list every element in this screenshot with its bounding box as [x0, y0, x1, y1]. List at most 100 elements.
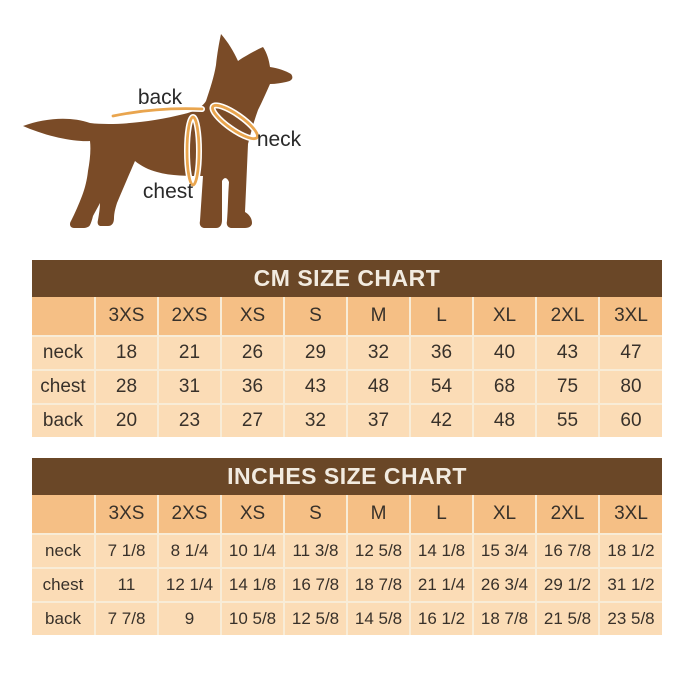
cm-size-header-row: 3XS 2XS XS S M L XL 2XL 3XL — [32, 297, 662, 337]
cm-cell-back-m: 37 — [346, 403, 411, 437]
cm-row-back: back 20 23 27 32 37 42 48 55 60 — [32, 403, 662, 437]
inches-cell-neck-2xs: 8 1/4 — [157, 533, 222, 569]
inches-cell-chest-m: 18 7/8 — [346, 567, 411, 603]
inches-size-header-xs: XS — [220, 495, 285, 535]
inches-cell-neck-2xl: 16 7/8 — [535, 533, 600, 569]
cm-size-header-s: S — [283, 297, 348, 337]
cm-cell-chest-xs: 36 — [220, 369, 285, 405]
inches-cell-chest-2xs: 12 1/4 — [157, 567, 222, 603]
neck-measure-label: neck — [256, 128, 302, 151]
cm-cell-chest-2xs: 31 — [157, 369, 222, 405]
inches-cell-neck-l: 14 1/8 — [409, 533, 474, 569]
inches-cell-neck-3xs: 7 1/8 — [94, 533, 159, 569]
inches-cell-back-l: 16 1/2 — [409, 601, 474, 635]
inches-row-chest: chest 11 12 1/4 14 1/8 16 7/8 18 7/8 21 1/4 26 … — [32, 567, 662, 603]
inches-cell-back-3xs: 7 7/8 — [94, 601, 159, 635]
cm-row-label-back: back — [32, 403, 96, 437]
back-measure-label: back — [137, 86, 183, 109]
cm-size-header-m: M — [346, 297, 411, 337]
inches-cell-neck-3xl: 18 1/2 — [598, 533, 662, 569]
cm-row-neck: neck 18 21 26 29 32 36 40 43 47 — [32, 335, 662, 371]
cm-cell-neck-xs: 26 — [220, 335, 285, 371]
cm-size-header-l: L — [409, 297, 474, 337]
cm-cell-chest-xl: 68 — [472, 369, 537, 405]
cm-size-header-3xs: 3XS — [94, 297, 159, 337]
dog-silhouette-icon — [23, 34, 293, 228]
cm-cell-neck-3xl: 47 — [598, 335, 662, 371]
inches-row-label-back: back — [32, 601, 96, 635]
inches-size-header-3xs: 3XS — [94, 495, 159, 535]
inches-size-header-2xl: 2XL — [535, 495, 600, 535]
cm-cell-neck-m: 32 — [346, 335, 411, 371]
cm-cell-back-2xs: 23 — [157, 403, 222, 437]
cm-cell-neck-2xl: 43 — [535, 335, 600, 371]
inches-cell-back-2xl: 21 5/8 — [535, 601, 600, 635]
dog-diagram-svg — [23, 34, 293, 228]
inches-cell-neck-m: 12 5/8 — [346, 533, 411, 569]
inches-row-label-neck: neck — [32, 533, 96, 569]
neck-measure-ellipse — [211, 103, 259, 141]
inches-row-label-chest: chest — [32, 567, 96, 603]
cm-cell-back-xs: 27 — [220, 403, 285, 437]
cm-chart-title: CM SIZE CHART — [253, 265, 441, 291]
cm-cell-neck-2xs: 21 — [157, 335, 222, 371]
inches-cell-back-xl: 18 7/8 — [472, 601, 537, 635]
inches-size-chart: INCHES SIZE CHART 3XS 2XS XS S M L XL 2XL 3XL nec… — [32, 458, 662, 635]
cm-size-header-xl: XL — [472, 297, 537, 337]
cm-cell-back-2xl: 55 — [535, 403, 600, 437]
cm-cell-back-xl: 48 — [472, 403, 537, 437]
cm-size-header-2xs: 2XS — [157, 297, 222, 337]
inches-cell-back-3xl: 23 5/8 — [598, 601, 662, 635]
cm-cell-chest-s: 43 — [283, 369, 348, 405]
cm-cell-chest-2xl: 75 — [535, 369, 600, 405]
inches-chart-title-bar: INCHES SIZE CHART — [32, 458, 662, 495]
cm-cell-back-3xl: 60 — [598, 403, 662, 437]
cm-cell-chest-l: 54 — [409, 369, 474, 405]
inches-size-table: 3XS 2XS XS S M L XL 2XL 3XL neck 7 1/8 8 1/4 10 1/4 1… — [32, 495, 662, 635]
inches-cell-chest-l: 21 1/4 — [409, 567, 474, 603]
inches-cell-neck-xl: 15 3/4 — [472, 533, 537, 569]
cm-size-header-xs: XS — [220, 297, 285, 337]
inches-cell-back-s: 12 5/8 — [283, 601, 348, 635]
cm-cell-chest-m: 48 — [346, 369, 411, 405]
inches-size-header-row: 3XS 2XS XS S M L XL 2XL 3XL — [32, 495, 662, 535]
cm-row-chest: chest 28 31 36 43 48 54 68 75 80 — [32, 369, 662, 405]
dog-measurement-diagram: back neck chest — [20, 10, 350, 255]
cm-size-chart: CM SIZE CHART 3XS 2XS XS S M L XL 2XL 3XL neck 18 2… — [32, 260, 662, 437]
inches-cell-chest-3xs: 11 — [94, 567, 159, 603]
inches-cell-neck-s: 11 3/8 — [283, 533, 348, 569]
inches-cell-chest-3xl: 31 1/2 — [598, 567, 662, 603]
inches-size-header-2xs: 2XS — [157, 495, 222, 535]
chest-measure-label: chest — [142, 180, 194, 203]
inches-cell-chest-s: 16 7/8 — [283, 567, 348, 603]
inches-chart-title: INCHES SIZE CHART — [227, 463, 467, 489]
cm-row-label-chest: chest — [32, 369, 96, 405]
inches-row-back: back 7 7/8 9 10 5/8 12 5/8 14 5/8 16 1/2 18 7/8… — [32, 601, 662, 635]
cm-cell-back-s: 32 — [283, 403, 348, 437]
cm-row-label-neck: neck — [32, 335, 96, 371]
inches-size-header-3xl: 3XL — [598, 495, 662, 535]
inches-cell-chest-xl: 26 3/4 — [472, 567, 537, 603]
chest-measure-ellipse — [185, 115, 201, 187]
cm-cell-neck-3xs: 18 — [94, 335, 159, 371]
cm-size-table: 3XS 2XS XS S M L XL 2XL 3XL neck 18 21 26 29 32 36 40 43 4… — [32, 297, 662, 437]
back-measure-line — [111, 107, 204, 118]
cm-cell-back-l: 42 — [409, 403, 474, 437]
inches-cell-back-2xs: 9 — [157, 601, 222, 635]
inches-size-header-s: S — [283, 495, 348, 535]
cm-cell-neck-s: 29 — [283, 335, 348, 371]
cm-cell-chest-3xl: 80 — [598, 369, 662, 405]
cm-cell-back-3xs: 20 — [94, 403, 159, 437]
inches-size-header-m: M — [346, 495, 411, 535]
cm-corner-cell — [32, 297, 96, 337]
cm-chart-title-bar: CM SIZE CHART — [32, 260, 662, 297]
inches-cell-chest-xs: 14 1/8 — [220, 567, 285, 603]
inches-cell-back-m: 14 5/8 — [346, 601, 411, 635]
inches-size-header-xl: XL — [472, 495, 537, 535]
cm-cell-neck-xl: 40 — [472, 335, 537, 371]
inches-size-header-l: L — [409, 495, 474, 535]
cm-cell-neck-l: 36 — [409, 335, 474, 371]
inches-cell-back-xs: 10 5/8 — [220, 601, 285, 635]
inches-cell-neck-xs: 10 1/4 — [220, 533, 285, 569]
